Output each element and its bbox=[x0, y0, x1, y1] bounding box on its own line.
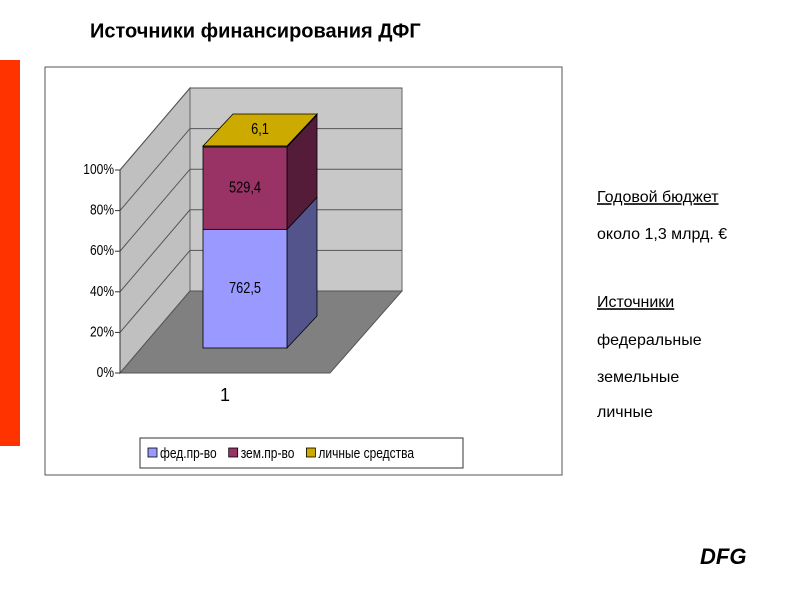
legend-swatch bbox=[147, 447, 158, 458]
note: около 1,3 млрд. € bbox=[597, 226, 727, 243]
legend-label: фед.пр-во bbox=[160, 445, 217, 462]
value-label: 762,5 bbox=[229, 280, 261, 298]
y-tick-label: 60% bbox=[90, 242, 114, 259]
bar bbox=[202, 145, 288, 148]
value-label: 6,1 bbox=[251, 121, 269, 139]
y-tick-label: 20% bbox=[90, 323, 114, 340]
y-tick-label: 100% bbox=[83, 161, 114, 178]
y-tick-label: 0% bbox=[97, 364, 114, 381]
x-tick-label: 1 bbox=[220, 385, 230, 405]
legend-swatch bbox=[305, 447, 316, 458]
note: Годовой бюджет bbox=[597, 189, 719, 206]
value-label: 529,4 bbox=[229, 179, 261, 197]
legend bbox=[139, 437, 464, 469]
logo: DFG bbox=[700, 544, 746, 569]
accent-bar bbox=[0, 60, 20, 446]
legend-label: личные средства bbox=[318, 445, 414, 462]
note: Источники bbox=[597, 294, 674, 311]
note: личные bbox=[597, 404, 653, 421]
legend-swatch bbox=[228, 447, 239, 458]
grid-line bbox=[119, 128, 402, 211]
note: земельные bbox=[597, 369, 679, 386]
slide-title: Источники финансирования ДФГ bbox=[90, 20, 421, 42]
grid-line bbox=[119, 87, 402, 171]
grid-line bbox=[119, 168, 402, 252]
legend-label: зем.пр-во bbox=[241, 445, 295, 462]
note: федеральные bbox=[597, 332, 702, 349]
bar bbox=[202, 228, 288, 349]
y-tick-label: 40% bbox=[90, 283, 114, 300]
y-tick-label: 80% bbox=[90, 201, 114, 218]
grid-line bbox=[119, 209, 402, 293]
grid-line bbox=[119, 249, 402, 333]
